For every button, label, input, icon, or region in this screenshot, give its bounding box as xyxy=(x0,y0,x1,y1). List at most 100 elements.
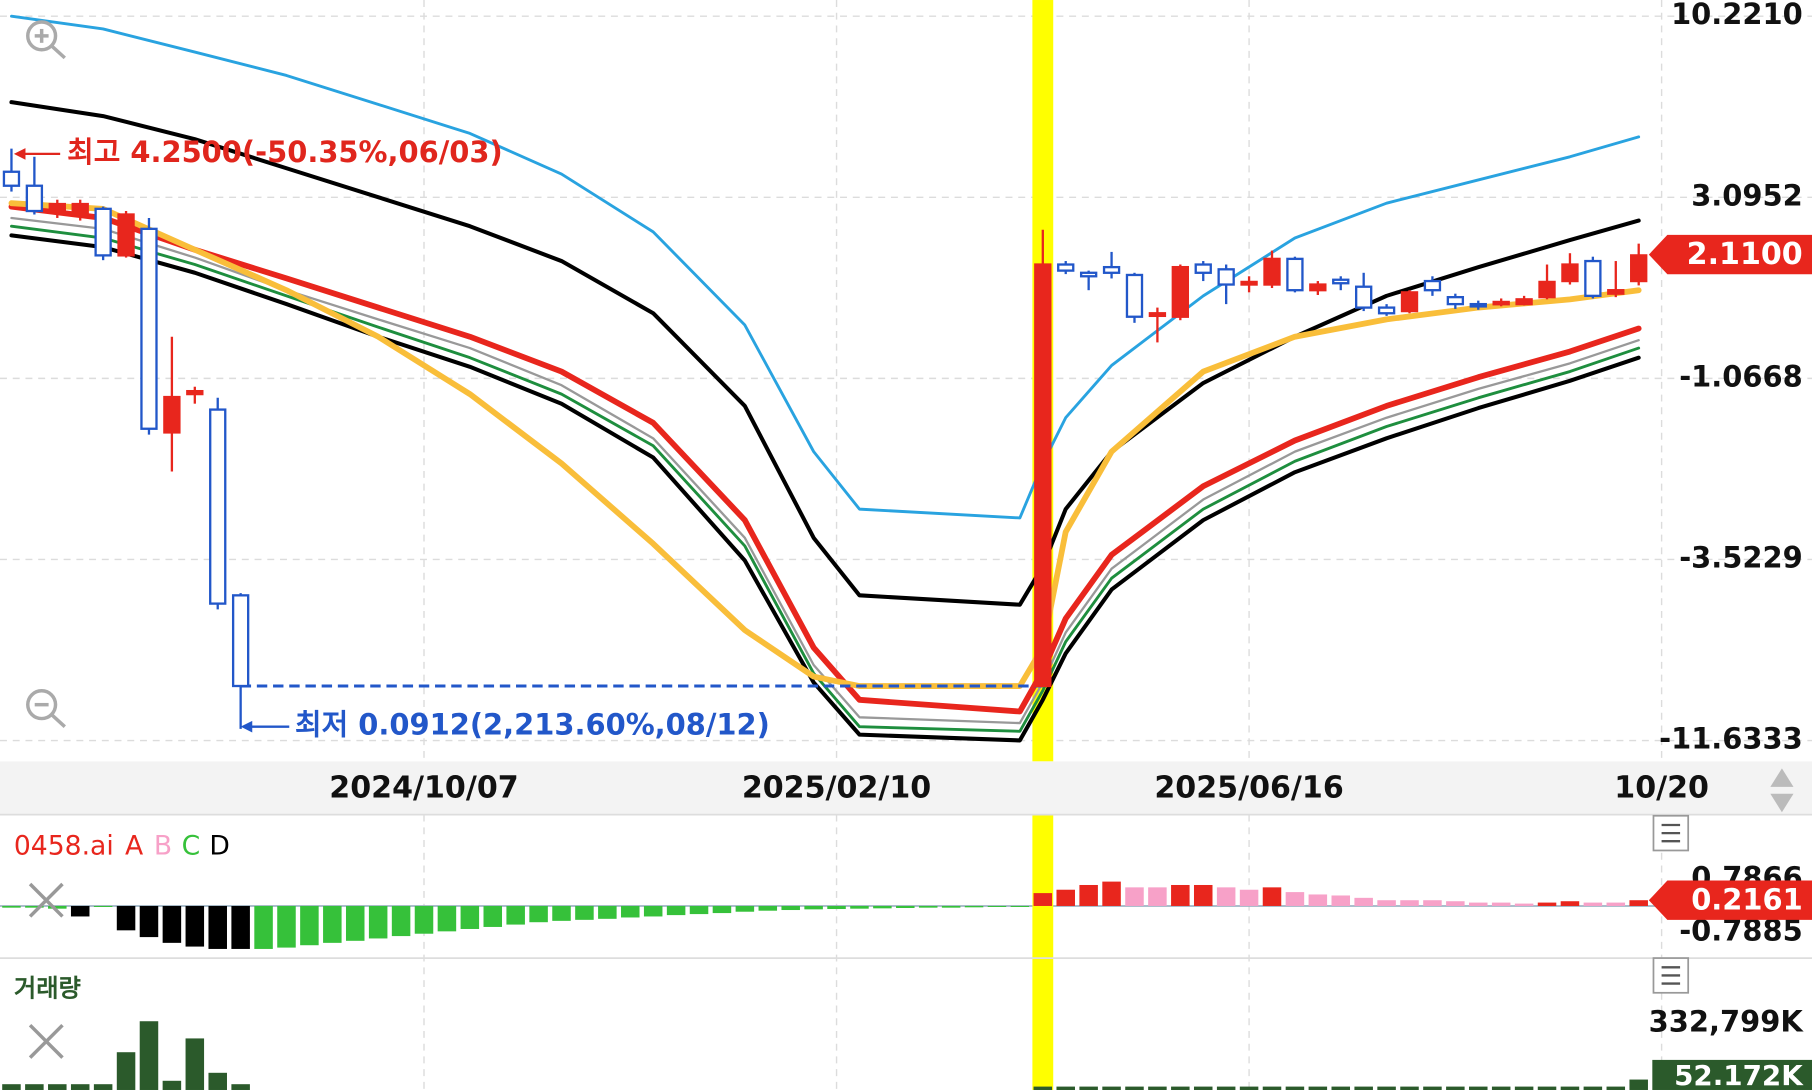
volume-bar xyxy=(1262,1086,1282,1090)
legend-entry: C xyxy=(182,831,201,862)
legend-entry: A xyxy=(125,831,143,862)
volume-bar xyxy=(185,1038,205,1090)
volume-bar xyxy=(208,1072,227,1090)
candle-body xyxy=(1240,280,1258,286)
candle-body xyxy=(1148,312,1167,318)
volume-label-box xyxy=(1652,1059,1812,1090)
indicator-bar xyxy=(1102,881,1121,906)
volume-bar xyxy=(1583,1086,1603,1090)
candle-body xyxy=(71,202,89,216)
candle-body xyxy=(1102,265,1121,274)
volume-bar xyxy=(1354,1086,1373,1090)
volume-bar xyxy=(1033,1086,1053,1090)
indicator-bar xyxy=(1377,900,1396,906)
indicator-bar xyxy=(918,905,938,908)
volume-bar xyxy=(1285,1086,1305,1090)
close-volume[interactable] xyxy=(28,1023,64,1059)
indicator-bar xyxy=(391,905,411,937)
volume-bar xyxy=(1125,1086,1144,1090)
last-price-label: 2.1100 xyxy=(1687,237,1803,272)
indicator-bar xyxy=(414,905,434,934)
volume-bar xyxy=(1193,1086,1213,1090)
volume-bar xyxy=(1308,1086,1328,1090)
candle-body xyxy=(25,184,44,213)
indicator-bar xyxy=(1285,892,1305,906)
label-layer: -11.6333 -3.5229 -1.0668 3.0952 10.2210 2024/… xyxy=(329,0,1804,1038)
candle-body xyxy=(1263,257,1281,286)
indicator-bar xyxy=(735,905,755,912)
volume-bar xyxy=(1629,1079,1648,1090)
candle-body xyxy=(1446,295,1465,306)
price-label-box xyxy=(1648,234,1812,275)
indicator-bar xyxy=(1583,902,1603,906)
indicator-bar xyxy=(162,905,182,943)
indicator-bar xyxy=(277,905,296,948)
y-tick-label: 332,799K xyxy=(1649,1004,1805,1038)
volume-bar xyxy=(1400,1086,1419,1090)
indicator-bar xyxy=(873,905,892,909)
x-tick-label: 2025/06/16 xyxy=(1154,771,1343,806)
volume-title: 거래량 xyxy=(14,973,81,1002)
indicator-title: 0458.ai xyxy=(14,831,114,862)
volume-bar xyxy=(1331,1086,1351,1090)
indicator-bar xyxy=(552,905,571,921)
indicator-bar xyxy=(139,905,159,938)
volume-bar xyxy=(1079,1086,1098,1090)
indicator-bar xyxy=(1560,901,1580,906)
indicator-bar xyxy=(896,905,915,908)
zoom-in-button[interactable] xyxy=(26,20,66,60)
candle-body xyxy=(2,170,21,187)
scroll-down[interactable] xyxy=(1770,793,1794,813)
indicator-bar xyxy=(666,905,686,916)
indicator-bar xyxy=(781,905,800,911)
indicator-bar xyxy=(1537,902,1557,906)
scroll-up[interactable] xyxy=(1770,768,1794,787)
candle-body xyxy=(1630,254,1648,283)
mark-layer xyxy=(2,148,1648,1090)
indicator-bar xyxy=(804,905,823,910)
candle-body xyxy=(1057,263,1075,272)
legend-entry: B xyxy=(154,831,172,862)
indicator-bar xyxy=(1193,884,1213,906)
candle-body xyxy=(117,213,135,257)
candle-body xyxy=(209,408,227,605)
indicator-bar xyxy=(598,905,617,919)
x-tick-label: 10/20 xyxy=(1614,771,1709,806)
last-indicator-label: 0.2161 xyxy=(1691,882,1803,916)
indicator-bar xyxy=(1446,901,1465,906)
indicator-bar xyxy=(345,905,365,941)
volume-bar xyxy=(1560,1086,1580,1090)
candle-body xyxy=(1469,302,1487,308)
y-tick-label: 3.0952 xyxy=(1691,178,1803,212)
candle-body xyxy=(1194,263,1212,274)
indicator-bar xyxy=(850,905,869,909)
indicator-menu[interactable] xyxy=(1652,814,1690,852)
candle-body xyxy=(1034,263,1052,688)
volume-bar xyxy=(1606,1086,1626,1090)
volume-bar xyxy=(1239,1086,1259,1090)
candle-body xyxy=(1286,257,1304,292)
indicator-label-box xyxy=(1648,880,1812,920)
high-annotation: 최고 4.2500(-50.35%,06/03) xyxy=(67,135,503,169)
zoom-out-button[interactable] xyxy=(26,689,66,728)
y-tick-label: -11.6333 xyxy=(1659,722,1803,756)
indicator-bar xyxy=(1216,887,1236,906)
volume-bar xyxy=(1102,1086,1121,1090)
indicator-bar xyxy=(1171,884,1190,906)
annotation-arrowhead xyxy=(13,148,26,160)
close-indicator[interactable] xyxy=(28,882,64,918)
indicator-bar xyxy=(1354,897,1373,906)
volume-menu[interactable] xyxy=(1652,957,1690,994)
volume-bar xyxy=(1537,1086,1557,1090)
low-annotation: 최저 0.0912(2,213.60%,08/12) xyxy=(295,708,770,742)
indicator-bar xyxy=(941,905,961,908)
x-axis-strip xyxy=(0,761,1812,815)
indicator-bar xyxy=(1056,889,1075,906)
indicator-bar xyxy=(483,905,503,927)
indicator-bar xyxy=(1423,900,1442,906)
indicator-bar xyxy=(575,905,594,920)
indicator-bar xyxy=(621,905,640,918)
volume-bar xyxy=(70,1084,90,1090)
candle-body xyxy=(163,395,181,434)
